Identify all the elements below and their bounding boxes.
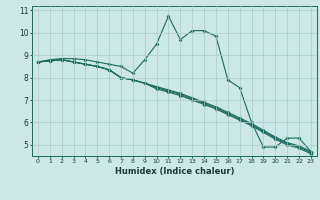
X-axis label: Humidex (Indice chaleur): Humidex (Indice chaleur) — [115, 167, 234, 176]
